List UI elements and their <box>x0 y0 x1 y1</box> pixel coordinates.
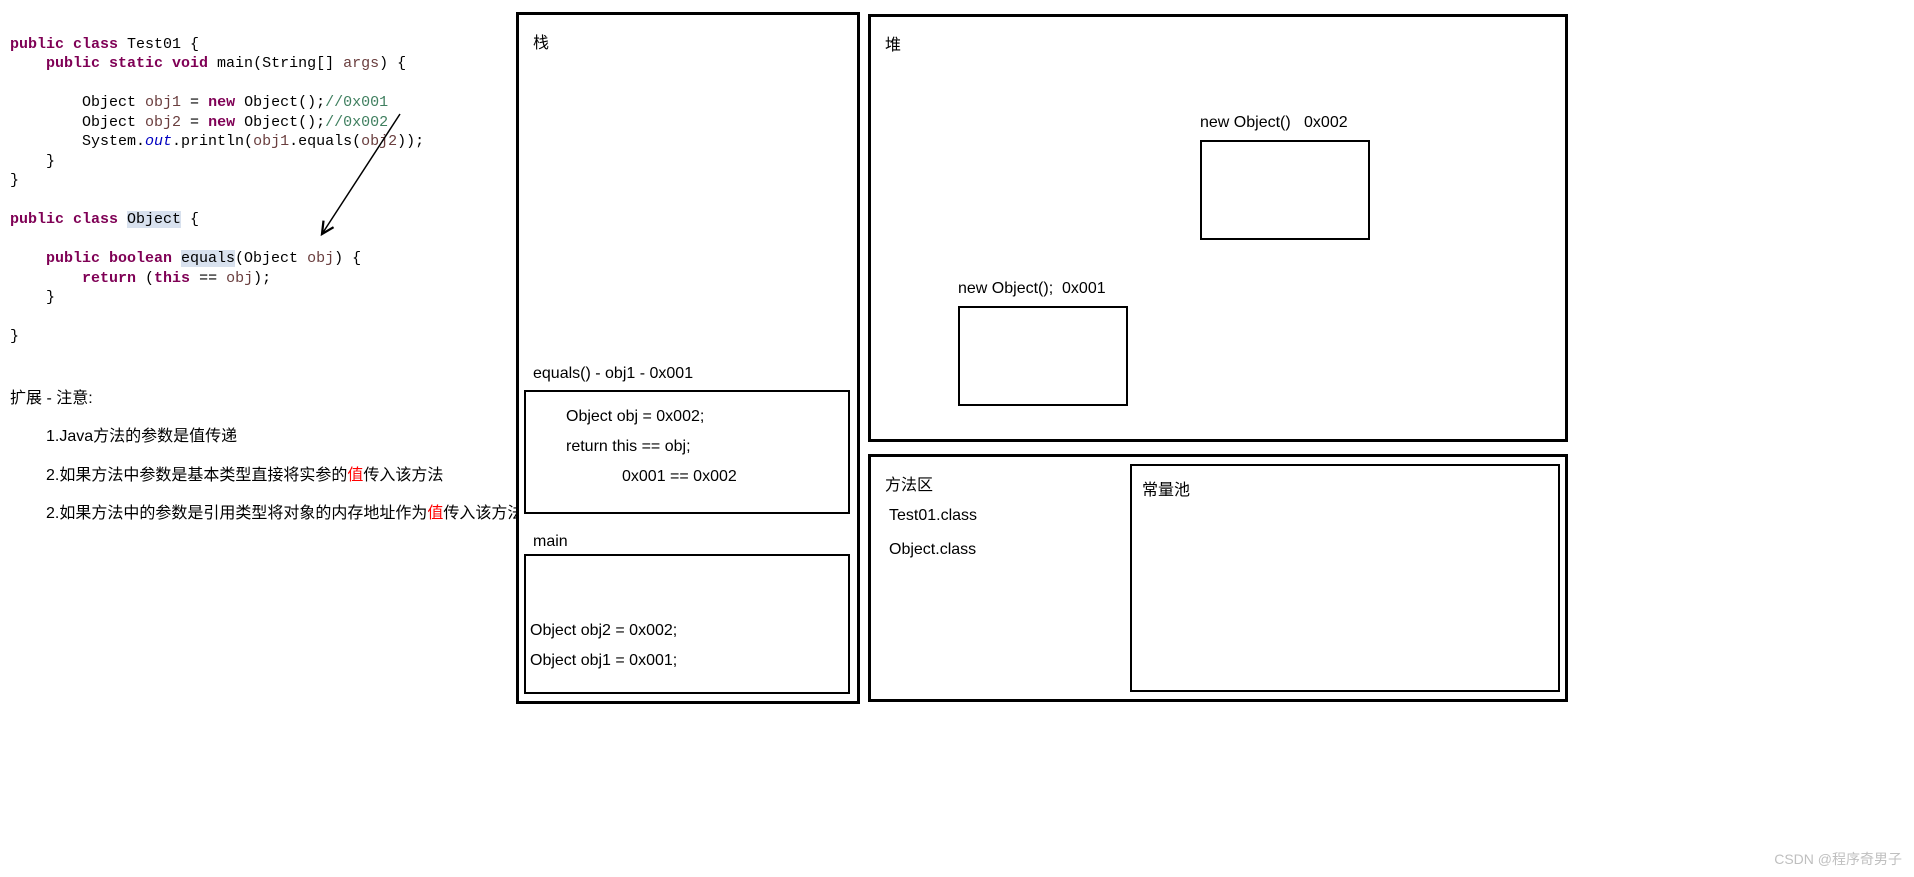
txt: } <box>10 289 55 306</box>
txt: Object(); <box>235 94 325 111</box>
t: 2.如果方法中的参数是引用类型将对象的内存地址作为 <box>46 505 427 522</box>
note-3: 2.如果方法中的参数是引用类型将对象的内存地址作为值传入该方法 <box>10 495 523 533</box>
param: args <box>343 55 379 72</box>
t: 传入该方法 <box>443 505 523 522</box>
kw: public boolean <box>10 250 181 267</box>
punct: ) { <box>334 250 361 267</box>
var: obj2 <box>361 133 397 150</box>
param: obj <box>307 250 334 267</box>
kw: public class <box>10 36 127 53</box>
t: 2.如果方法中参数是基本类型直接将实参的 <box>46 467 347 484</box>
var: obj2 <box>145 114 181 131</box>
txt: ); <box>253 270 271 287</box>
equals-l3: 0x001 == 0x002 <box>622 468 737 486</box>
txt: Object(); <box>235 114 325 131</box>
txt: } <box>10 172 19 189</box>
punct: (Object <box>235 250 307 267</box>
field: out <box>145 133 172 150</box>
equals-frame-box: Object obj = 0x002; return this == obj; … <box>524 390 850 514</box>
punct: ) { <box>379 55 406 72</box>
note-2: 2.如果方法中参数是基本类型直接将实参的值传入该方法 <box>10 457 523 495</box>
txt: .println( <box>172 133 253 150</box>
comment: //0x001 <box>325 94 388 111</box>
method-area-title: 方法区 <box>885 471 933 495</box>
t: 值 <box>427 505 443 522</box>
heap-title: 堆 <box>885 31 901 55</box>
txt: System. <box>10 133 145 150</box>
heap-obj1-box <box>958 306 1128 406</box>
txt: )); <box>397 133 424 150</box>
param: obj <box>226 270 253 287</box>
method-area-c2: Object.class <box>889 541 976 559</box>
txt: } <box>10 153 55 170</box>
kw: new <box>208 114 235 131</box>
note-1: 1.Java方法的参数是值传递 <box>10 418 523 456</box>
constant-pool-box: 常量池 <box>1130 464 1560 692</box>
main-l2: Object obj1 = 0x001; <box>530 652 677 670</box>
t: 传入该方法 <box>363 467 443 484</box>
equals-l2: return this == obj; <box>566 438 691 456</box>
var: obj1 <box>253 133 289 150</box>
kw: new <box>208 94 235 111</box>
t: 值 <box>347 467 363 484</box>
kw: public static void <box>10 55 217 72</box>
punct: { <box>181 36 199 53</box>
var: obj1 <box>145 94 181 111</box>
main-l1: Object obj2 = 0x002; <box>530 622 677 640</box>
txt: = <box>181 94 208 111</box>
class-name: Object <box>127 211 181 228</box>
equals-frame-label: equals() - obj1 - 0x001 <box>533 365 693 383</box>
equals-l1: Object obj = 0x002; <box>566 408 704 426</box>
txt: Object <box>10 114 145 131</box>
kw: public class <box>10 211 127 228</box>
watermark: CSDN @程序奇男子 <box>1774 849 1902 869</box>
main-frame-label: main <box>533 533 568 551</box>
heap-obj2-label: new Object() 0x002 <box>1200 114 1348 132</box>
stack-title: 栈 <box>533 29 549 53</box>
txt: .equals( <box>289 133 361 150</box>
constant-pool-title: 常量池 <box>1142 476 1190 500</box>
comment: //0x002 <box>325 114 388 131</box>
txt: ( <box>145 270 154 287</box>
class-name: Test01 <box>127 36 181 53</box>
punct: (String[] <box>253 55 343 72</box>
txt: = <box>181 114 208 131</box>
txt: } <box>10 328 19 345</box>
notes-block: 扩展 - 注意: 1.Java方法的参数是值传递 2.如果方法中参数是基本类型直… <box>10 380 523 534</box>
code-block: public class Test01 { public static void… <box>10 15 424 347</box>
method-area-c1: Test01.class <box>889 507 977 525</box>
txt: == <box>190 270 226 287</box>
method-name: main <box>217 55 253 72</box>
kw: this <box>154 270 190 287</box>
heap-obj1-label: new Object(); 0x001 <box>958 280 1106 298</box>
main-frame-box: Object obj2 = 0x002; Object obj1 = 0x001… <box>524 554 850 694</box>
method-name: equals <box>181 250 235 267</box>
punct: { <box>181 211 199 228</box>
heap-obj2-box <box>1200 140 1370 240</box>
txt: Object <box>10 94 145 111</box>
notes-title: 扩展 - 注意: <box>10 390 93 407</box>
kw: return <box>10 270 145 287</box>
